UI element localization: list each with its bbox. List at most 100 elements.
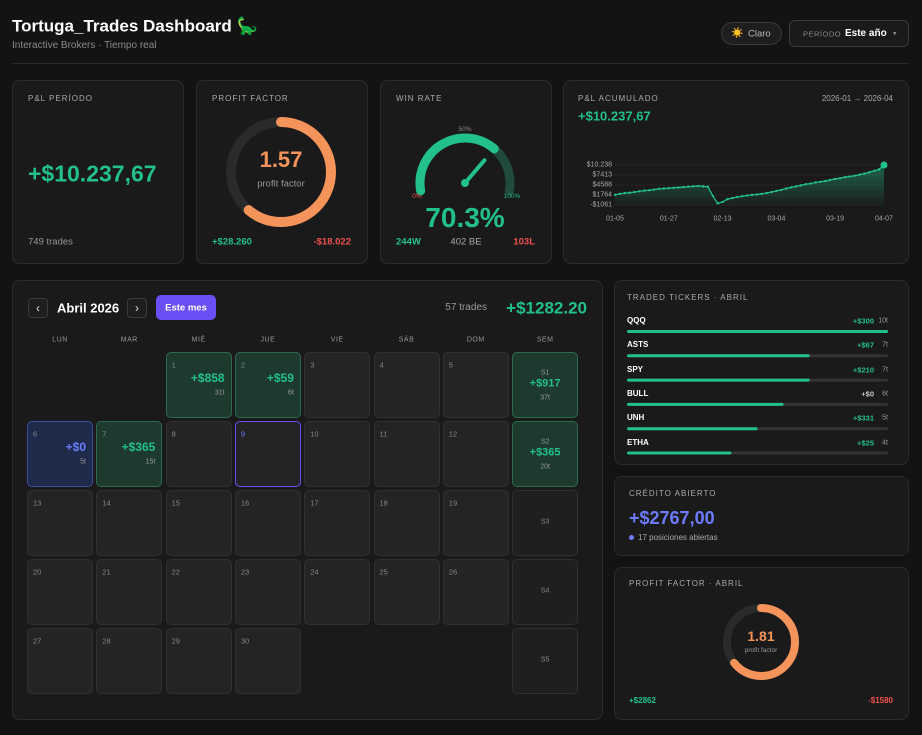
calendar-day[interactable] xyxy=(373,559,440,625)
calendar-day[interactable] xyxy=(96,628,163,694)
calendar-day[interactable] xyxy=(304,559,371,625)
next-month[interactable] xyxy=(127,298,147,318)
week-summary xyxy=(512,352,579,418)
calendar-day[interactable] xyxy=(373,421,440,487)
day-number: 25 xyxy=(379,567,388,577)
calendar-day[interactable] xyxy=(27,421,93,487)
week-label: S2 xyxy=(540,438,550,446)
header-divider xyxy=(12,63,909,64)
calendar-day[interactable] xyxy=(165,352,232,418)
point xyxy=(672,186,675,189)
point xyxy=(809,182,812,185)
point xyxy=(633,190,636,194)
point xyxy=(643,189,646,192)
calendar-day[interactable] xyxy=(165,490,232,556)
this-month-button[interactable] xyxy=(156,295,216,320)
day-number: 18 xyxy=(379,498,388,508)
day-number: 23 xyxy=(240,567,250,577)
dashboard-subtitle: Interactive Brokers · Tiempo real xyxy=(12,40,157,51)
calendar-day[interactable] xyxy=(165,421,232,487)
weekday-label: DOM xyxy=(466,336,485,344)
point xyxy=(804,183,807,186)
ring-fill xyxy=(723,604,799,680)
point xyxy=(863,172,866,175)
day-number: 1 xyxy=(171,360,176,370)
calendar-day[interactable] xyxy=(165,628,232,694)
calendar-day[interactable] xyxy=(234,490,301,556)
month-pnl: +$1282.20 xyxy=(506,298,587,318)
point xyxy=(765,191,768,195)
calendar-day[interactable] xyxy=(234,421,301,487)
calendar-day[interactable] xyxy=(304,490,371,556)
period-value: Este año xyxy=(845,28,887,39)
point xyxy=(613,193,617,197)
point xyxy=(662,187,666,190)
calendar-day[interactable] xyxy=(304,421,371,487)
day-number: 3 xyxy=(310,360,315,370)
losses: 103L xyxy=(513,236,535,248)
profit-factor-card xyxy=(196,80,368,264)
dashboard-title: Tortuga_Trades Dashboard 🦕 xyxy=(12,16,258,36)
chart-range: 2026-01 → 2026-04 xyxy=(821,94,893,103)
calendar-day[interactable] xyxy=(234,559,301,625)
calendar-day[interactable] xyxy=(442,352,509,418)
weekday-label: VIE xyxy=(330,336,344,344)
point xyxy=(750,193,754,197)
day-number: 14 xyxy=(102,498,111,508)
week-pnl: +$365 xyxy=(529,446,561,459)
ticker-bar xyxy=(627,427,758,431)
day-number: 30 xyxy=(240,636,250,646)
day-number: 12 xyxy=(448,429,458,439)
calendar-day[interactable] xyxy=(442,421,509,487)
calendar-day[interactable] xyxy=(96,490,163,556)
gross-loss: -$18.022 xyxy=(313,236,351,248)
week-summary xyxy=(512,559,579,625)
calendar-day[interactable] xyxy=(96,559,163,625)
x-tick-label: 01-05 xyxy=(606,215,624,223)
calendar-day[interactable] xyxy=(373,352,440,418)
calendar-day[interactable] xyxy=(373,490,440,556)
prev-month[interactable] xyxy=(28,298,48,318)
calendar-day[interactable] xyxy=(234,352,301,418)
calendar-day[interactable] xyxy=(27,559,93,625)
gauge-label: 0% xyxy=(412,192,422,200)
x-tick-label: 02-13 xyxy=(713,215,732,223)
point xyxy=(814,181,817,184)
day-number: 6 xyxy=(33,429,38,439)
point xyxy=(638,190,641,193)
day-pnl: +$0 xyxy=(65,440,86,454)
calendar-day[interactable] xyxy=(304,352,371,418)
day-trades: 15t xyxy=(145,458,156,466)
point xyxy=(731,196,734,200)
point xyxy=(780,188,783,192)
calendar-day[interactable] xyxy=(442,559,509,625)
calendar-day[interactable] xyxy=(96,421,163,487)
day-number: 28 xyxy=(102,636,111,646)
day-number: 16 xyxy=(240,498,250,508)
period-label: PERÍODO xyxy=(803,29,842,39)
theme-label: Claro xyxy=(748,28,771,40)
day-pnl: +$59 xyxy=(266,371,294,385)
ticker-bar xyxy=(627,378,810,382)
theme-toggle[interactable] xyxy=(721,22,782,45)
point xyxy=(858,173,861,176)
gauge-needle xyxy=(463,158,487,185)
point xyxy=(711,194,715,198)
day-pnl: +$365 xyxy=(121,440,156,454)
calendar-day[interactable] xyxy=(234,628,301,694)
profit-factor-sublabel: profit factor xyxy=(257,178,305,190)
profit-factor-value: 1.57 xyxy=(259,147,303,172)
y-tick-label: $4588 xyxy=(592,181,612,189)
calendar-day[interactable] xyxy=(27,628,93,694)
point xyxy=(740,195,744,198)
point xyxy=(775,189,778,193)
period-selector[interactable] xyxy=(789,20,909,47)
point xyxy=(687,185,690,188)
calendar-day[interactable] xyxy=(27,490,93,556)
day-number: 15 xyxy=(171,498,180,508)
calendar-day[interactable] xyxy=(442,490,509,556)
week-label: S3 xyxy=(540,518,550,526)
card-label: WIN RATE xyxy=(396,94,443,103)
calendar-day[interactable] xyxy=(165,559,232,625)
